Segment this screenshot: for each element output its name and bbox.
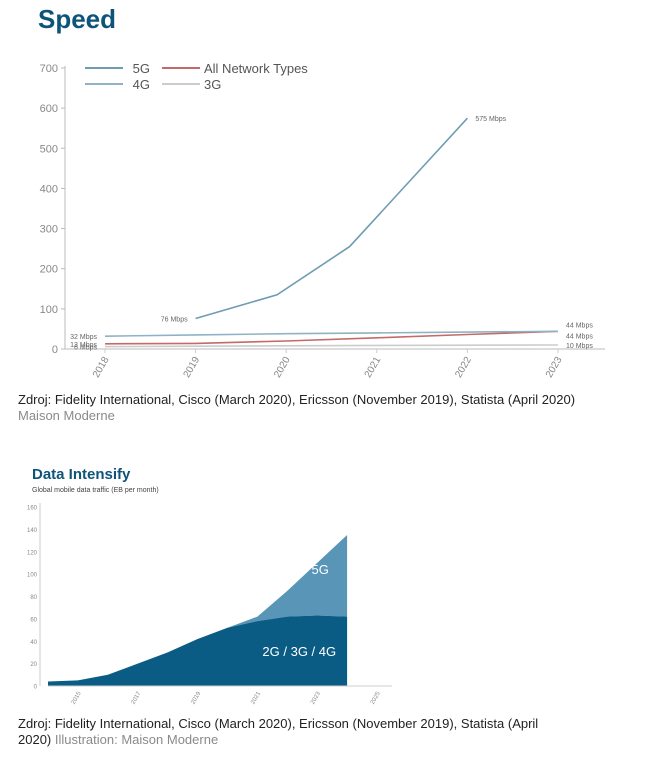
y-tick-label: 60 — [30, 617, 37, 623]
caption-source-text: Zdroj: Fidelity International, Cisco (Ma… — [18, 716, 539, 747]
y-tick-label: 0 — [52, 344, 58, 356]
caption-credit: Illustration: Maison Moderne — [54, 732, 219, 747]
speed-chart-svg: Speed 0 100 200 300 400 500 600 700 2018 2019 2020 2… — [38, 4, 605, 380]
y-tick-label: 40 — [30, 640, 37, 646]
legend-label: 4G — [133, 77, 150, 92]
caption-source-text: Zdroj: Fidelity International, Cisco (Ma… — [18, 392, 576, 407]
y-tick-label: 0 — [34, 685, 38, 691]
y-tick-label: 80 — [30, 595, 37, 601]
x-tick-label: 2025 — [370, 690, 382, 705]
y-tick-label: 700 — [40, 63, 58, 75]
x-tick-label: 2023 — [544, 355, 565, 380]
x-tick-label: 2020 — [272, 355, 293, 380]
chart-title: Speed — [38, 4, 116, 34]
y-tick-label: 200 — [40, 264, 58, 276]
data-intensify-chart-svg: Data Intensify Global mobile data traffic… — [27, 466, 392, 706]
speed-chart: Speed 0 100 200 300 400 500 600 700 2018 2019 2020 2… — [0, 0, 667, 390]
chart-title: Data Intensify — [32, 466, 131, 483]
x-tick-label: 2021 — [363, 355, 384, 380]
legend-label: 3G — [204, 77, 221, 92]
y-tick-label: 300 — [40, 224, 58, 236]
x-tick-label: 2018 — [91, 355, 112, 380]
x-tick-label: 2017 — [131, 690, 143, 705]
data-label: 44 Mbps — [566, 322, 593, 329]
chart-subtitle: Global mobile data traffic (EB per month… — [32, 487, 159, 494]
data-label: 10 Mbps — [566, 343, 593, 350]
x-tick-label: 2019 — [182, 355, 203, 380]
data-intensify-chart-caption: Zdroj: Fidelity International, Cisco (Ma… — [18, 716, 558, 748]
legend-label: All Network Types — [204, 61, 308, 76]
data-label: 32 Mbps — [70, 334, 97, 341]
x-tick-label: 2022 — [453, 355, 474, 380]
data-label: 76 Mbps — [161, 316, 188, 323]
data-label: 6 Mbps — [74, 345, 97, 352]
y-tick-label: 120 — [27, 550, 38, 556]
series-label-2g-3g-4g: 2G / 3G / 4G — [262, 644, 336, 659]
x-tick-label: 2015 — [71, 690, 83, 705]
data-label: 575 Mbps — [475, 116, 506, 123]
data-label: 13 Mbps — [70, 342, 97, 349]
series-line-3g — [104, 344, 559, 348]
y-tick-label: 600 — [40, 103, 58, 115]
x-tick-label: 2021 — [250, 690, 262, 705]
y-tick-label: 100 — [40, 304, 58, 316]
data-label: 44 Mbps — [566, 333, 593, 340]
y-tick-label: 140 — [27, 528, 38, 534]
series-line-4g — [104, 330, 559, 337]
area-2g-3g-4g — [48, 615, 348, 686]
series-line-5g — [195, 117, 468, 320]
y-tick-label: 500 — [40, 143, 58, 155]
y-tick-label: 20 — [30, 662, 37, 668]
data-intensify-chart: Data Intensify Global mobile data traffic… — [0, 455, 420, 710]
series-line-all-network-types — [104, 330, 559, 345]
y-tick-label: 400 — [40, 183, 58, 195]
speed-chart-caption: Zdroj: Fidelity International, Cisco (Ma… — [18, 392, 618, 424]
series-label-5g: 5G — [312, 562, 329, 577]
y-tick-label: 160 — [27, 506, 38, 512]
y-tick-label: 100 — [27, 573, 38, 579]
caption-credit: Maison Moderne — [18, 408, 115, 423]
x-tick-label: 2019 — [190, 690, 202, 705]
legend-label: 5G — [133, 61, 150, 76]
x-tick-label: 2023 — [310, 690, 322, 705]
area-5g — [48, 535, 348, 682]
